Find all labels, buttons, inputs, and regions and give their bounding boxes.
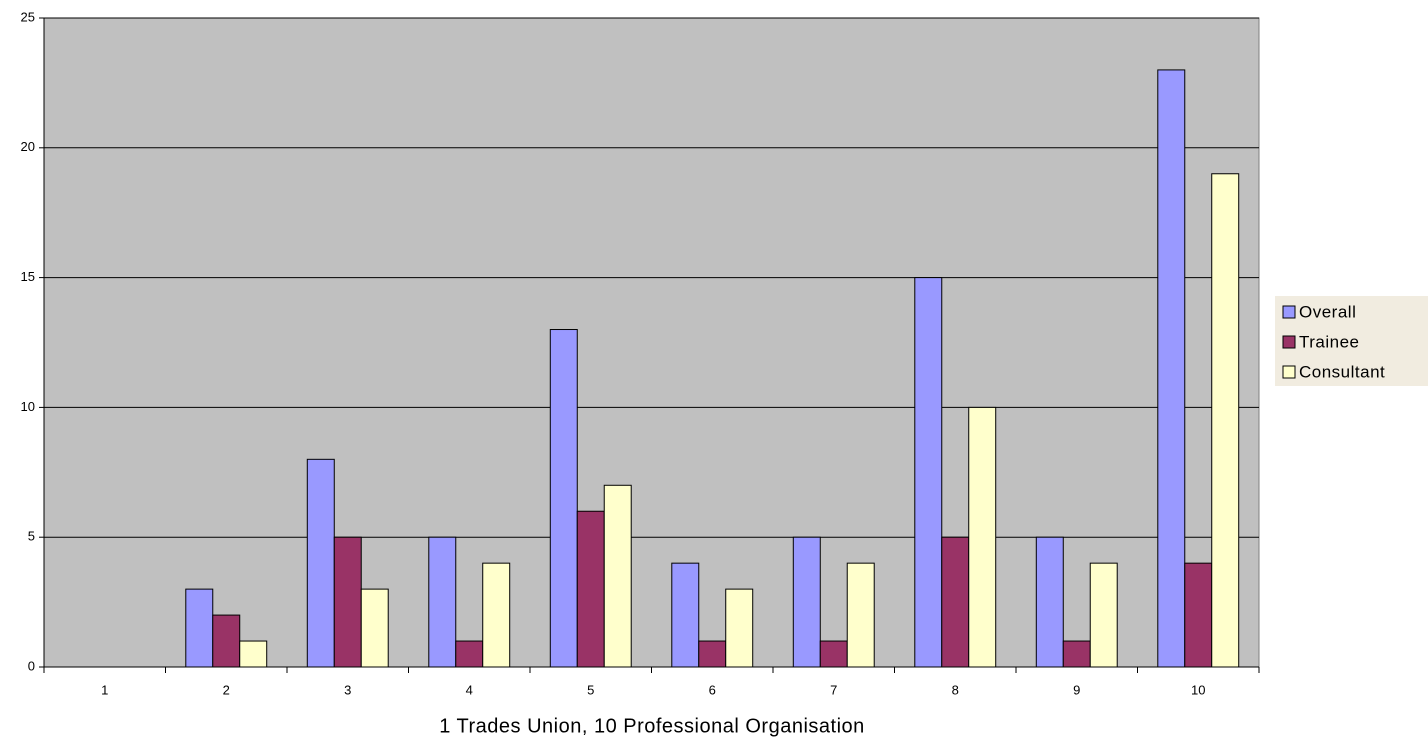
bar: [1035, 536, 1064, 668]
y-tick-label: 15: [21, 269, 35, 284]
bar: [819, 640, 848, 668]
plot-area: [43, 17, 1260, 668]
x-axis-label: 1 Trades Union, 10 Professional Organisa…: [439, 715, 865, 737]
bar: [185, 588, 214, 668]
legend-swatch: [1282, 305, 1296, 319]
y-tick-label: 25: [21, 9, 35, 24]
x-tick-label: 4: [466, 682, 473, 697]
legend-box: [1275, 296, 1428, 386]
x-tick-label: 6: [709, 682, 716, 697]
legend-label: Trainee: [1299, 332, 1360, 351]
bar: [549, 329, 578, 668]
bar: [941, 536, 970, 668]
x-tick-label: 7: [830, 682, 837, 697]
bar: [1157, 69, 1186, 668]
bar: [914, 277, 943, 668]
bar: [603, 484, 632, 668]
bar: [306, 458, 335, 668]
y-tick-label: 10: [21, 399, 35, 414]
legend-label: Consultant: [1299, 362, 1385, 381]
y-tick-label: 20: [21, 139, 35, 154]
y-tick-label: 0: [28, 658, 35, 673]
bar: [846, 562, 875, 668]
bar: [698, 640, 727, 668]
bar: [455, 640, 484, 668]
legend-label: Overall: [1299, 302, 1356, 321]
legend-swatch: [1282, 365, 1296, 379]
bar: [1062, 640, 1091, 668]
bar: [239, 640, 268, 668]
y-tick-label: 5: [28, 529, 35, 544]
x-tick-label: 10: [1191, 682, 1205, 697]
x-tick-label: 3: [344, 682, 351, 697]
bar: [671, 562, 700, 668]
bar: [428, 536, 457, 668]
bar: [333, 536, 362, 668]
bar: [968, 406, 997, 668]
x-tick-label: 1: [101, 682, 108, 697]
bar: [212, 614, 241, 668]
bar: [1211, 173, 1240, 668]
x-tick-label: 8: [952, 682, 959, 697]
bar: [1089, 562, 1118, 668]
x-tick-label: 5: [587, 682, 594, 697]
bar: [482, 562, 511, 668]
bar: [360, 588, 389, 668]
legend-swatch: [1282, 335, 1296, 349]
bar: [725, 588, 754, 668]
x-tick-label: 9: [1073, 682, 1080, 697]
bar: [576, 510, 605, 668]
bar: [792, 536, 821, 668]
bar: [1184, 562, 1213, 668]
x-tick-label: 2: [223, 682, 230, 697]
